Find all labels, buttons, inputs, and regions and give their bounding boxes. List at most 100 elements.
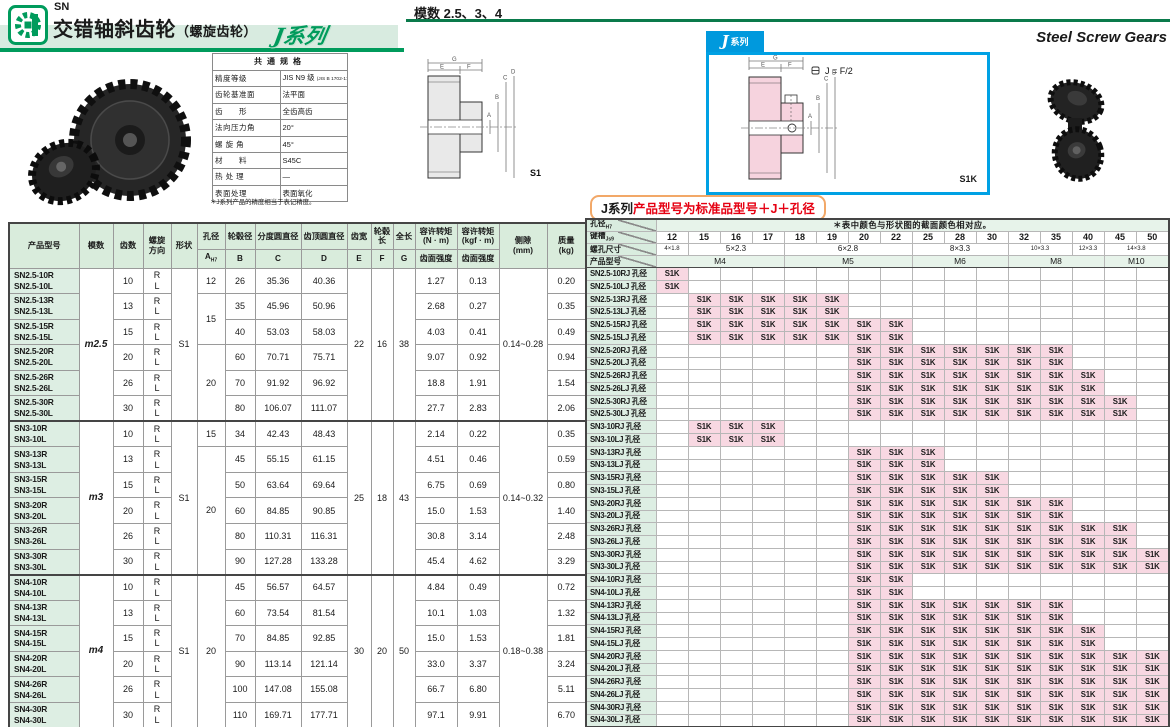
hub-dia-cell: 34 xyxy=(224,420,256,448)
j-product-row: SN3-10LJ 孔径 S1K S1K S1K xyxy=(585,433,1170,447)
spec-label: 齿 形 xyxy=(212,102,281,121)
bore-empty-cell xyxy=(815,649,849,664)
bore-available-cell: S1K xyxy=(879,369,913,383)
bore-available-cell: S1K xyxy=(1039,662,1073,677)
j-product-label: SN2.5-13LJ 孔径 xyxy=(585,305,657,320)
bore-available-cell: S1K xyxy=(911,700,945,715)
product-model-cell: SN3-30R SN3-30L xyxy=(8,548,80,576)
bore-empty-cell xyxy=(1071,331,1105,345)
bore-available-cell: S1K xyxy=(1135,547,1170,562)
bore-available-cell: S1K xyxy=(1007,522,1041,536)
bore-empty-cell xyxy=(943,433,977,447)
brand-gear-icon xyxy=(8,5,48,50)
bore-empty-cell xyxy=(751,547,785,562)
bore-empty-cell xyxy=(1103,445,1137,460)
bore-empty-cell xyxy=(687,624,721,638)
keyway-cell: 4×1.8 xyxy=(655,242,689,257)
tip-dia-cell: 40.36 xyxy=(300,267,348,295)
bore-available-cell: S1K xyxy=(1007,560,1041,575)
mass-cell: 3.29 xyxy=(546,548,587,576)
tip-dia-cell: 96.92 xyxy=(300,369,348,397)
bore-empty-cell xyxy=(1007,292,1041,307)
s1-drawing: G E F A B C D S1 xyxy=(398,56,588,193)
bore-available-cell: S1K xyxy=(1039,369,1073,383)
bore-available-cell: S1K xyxy=(847,458,881,473)
bore-available-cell: S1K xyxy=(975,522,1009,536)
bore-empty-cell xyxy=(751,496,785,511)
bore-empty-cell xyxy=(751,637,785,651)
col-torque-kgf: 容许转矩 (kgf · m) xyxy=(456,222,500,250)
pitch-dia-cell: 45.96 xyxy=(254,293,302,320)
bore-empty-cell xyxy=(911,331,945,345)
bore-available-cell: S1K xyxy=(1071,675,1105,689)
bore-empty-cell xyxy=(847,305,881,320)
bore-empty-cell xyxy=(783,280,817,294)
product-model-cell: SN3-10R SN3-10L xyxy=(8,420,80,448)
bore-empty-cell xyxy=(687,369,721,383)
bore-empty-cell xyxy=(1135,522,1170,536)
hub-length-cell: 16 xyxy=(370,267,394,422)
bore-available-cell: S1K xyxy=(751,292,785,307)
bore-available-cell: S1K xyxy=(975,407,1009,422)
bore-available-cell: S1K xyxy=(1007,700,1041,715)
bore-available-cell: S1K xyxy=(1135,675,1170,689)
bore-available-cell: S1K xyxy=(879,394,913,409)
product-model-cell: SN2.5-30R SN2.5-30L xyxy=(8,395,80,422)
bore-empty-cell xyxy=(1039,267,1073,281)
bore-available-cell: S1K xyxy=(1039,343,1073,358)
bore-cell: 20 xyxy=(196,344,226,422)
bore-empty-cell xyxy=(1135,394,1170,409)
top-rule xyxy=(406,19,1170,22)
pitch-dia-cell: 169.71 xyxy=(254,701,302,727)
bore-empty-cell xyxy=(1135,433,1170,447)
j-product-label: SN4-15RJ 孔径 xyxy=(585,624,657,638)
keyway-cell: 12×3.3 xyxy=(1071,242,1105,257)
col-backlash: 侧隙 (mm) xyxy=(498,222,548,269)
bore-empty-cell xyxy=(655,305,689,320)
bore-empty-cell xyxy=(655,675,689,689)
bore-empty-cell xyxy=(815,420,849,434)
bore-empty-cell xyxy=(975,267,1009,281)
bore-empty-cell xyxy=(1103,369,1137,383)
teeth-cell: 10 xyxy=(112,420,144,448)
bore-available-cell: S1K xyxy=(879,713,913,727)
bore-empty-cell xyxy=(719,586,753,600)
bore-available-cell: S1K xyxy=(1039,649,1073,664)
bore-empty-cell xyxy=(1103,292,1137,307)
bore-available-cell: S1K xyxy=(975,624,1009,638)
bore-empty-cell xyxy=(975,318,1009,332)
bore-empty-cell xyxy=(719,637,753,651)
main-spec-table: 产品型号 模数 齿数 螺旋 方向 形状 孔径 轮毂径 分度圆直径 齿顶圆直径 齿宽… xyxy=(8,222,587,727)
j-product-label: SN3-13RJ 孔径 xyxy=(585,445,657,460)
j-product-row: SN4-13RJ 孔径 S1K S1K S1K S1K S1K S1K S1K xyxy=(585,598,1170,613)
bore-empty-cell xyxy=(943,318,977,332)
bore-empty-cell xyxy=(1135,586,1170,600)
mass-cell: 1.81 xyxy=(546,625,587,652)
bore-empty-cell xyxy=(783,433,817,447)
bore-empty-cell xyxy=(815,547,849,562)
bore-empty-cell xyxy=(783,573,817,587)
bore-header-cell: 25 xyxy=(911,230,945,244)
pitch-dia-cell: 91.92 xyxy=(254,369,302,397)
j-product-row: SN2.5-13LJ 孔径 S1K S1K S1K S1K S1K xyxy=(585,305,1170,320)
bore-empty-cell xyxy=(1039,331,1073,345)
bore-available-cell: S1K xyxy=(975,509,1009,524)
screw-gear-pair-photo xyxy=(1038,66,1114,193)
j-series-badge: J 系列 xyxy=(706,31,764,52)
bore-empty-cell xyxy=(1135,471,1170,485)
hub-dia-cell: 35 xyxy=(224,293,256,320)
bore-empty-cell xyxy=(751,394,785,409)
bore-available-cell: S1K xyxy=(847,586,881,600)
svg-text:J = F/2: J = F/2 xyxy=(825,66,853,76)
bore-available-cell: S1K xyxy=(1007,547,1041,562)
specs-footnote: ＊J系列产品的精度相当于表记精度。 xyxy=(210,199,316,206)
torque-kgf-cell: 3.37 xyxy=(456,650,500,678)
bore-empty-cell xyxy=(1071,420,1105,434)
j-product-row: SN4-20LJ 孔径 S1K S1K S1K S1K S1K S1K S1K S1K S1K S1… xyxy=(585,662,1170,677)
tip-dia-cell: 64.57 xyxy=(300,573,348,601)
bore-available-cell: S1K xyxy=(847,369,881,383)
bore-empty-cell xyxy=(815,382,849,396)
product-model-cell: SN2.5-10R SN2.5-10L xyxy=(8,267,80,295)
bore-empty-cell xyxy=(879,420,913,434)
bore-empty-cell xyxy=(751,445,785,460)
